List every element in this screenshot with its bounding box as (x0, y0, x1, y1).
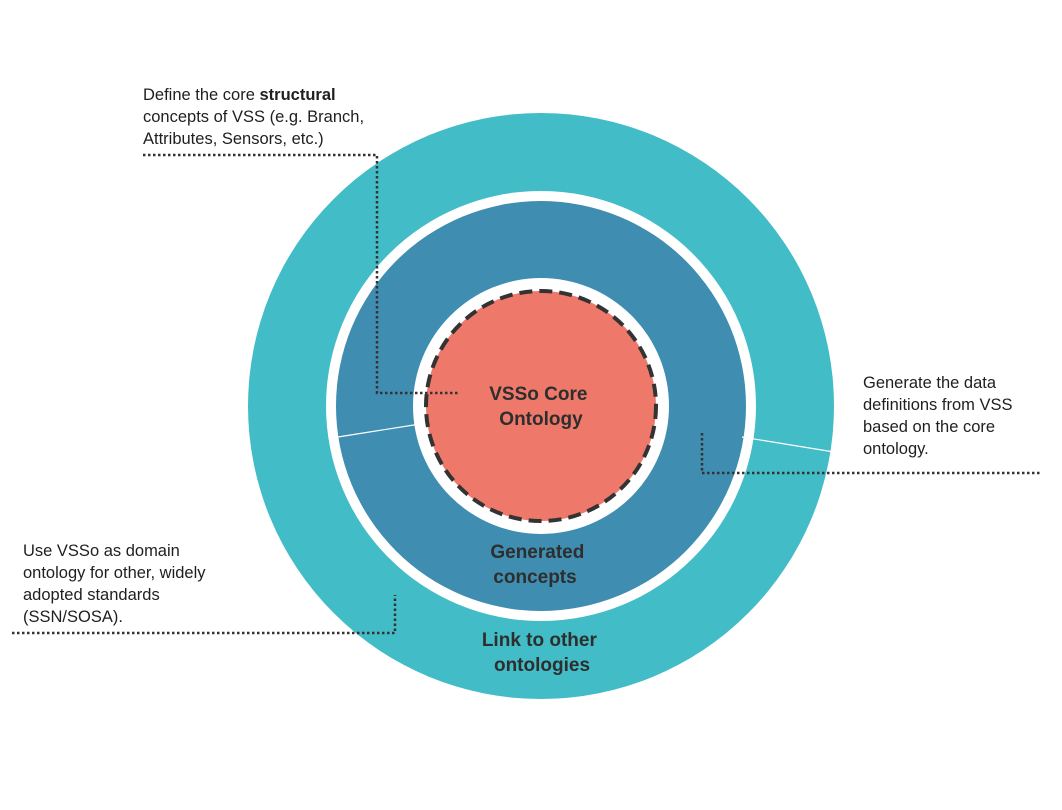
link-to-other-ontologies-label: Link to other ontologies (482, 630, 602, 676)
core-annotation-leader-line (143, 153, 458, 395)
core-annotation-line-1-prefix: Define the core (143, 86, 259, 104)
generated-annotation-line-3: based on the core (863, 418, 995, 436)
core-annotation: Define the core structural concepts of V… (143, 86, 369, 148)
link-annotation-line-4: (SSN/SOSA). (23, 608, 123, 626)
core-annotation-line-2: concepts of VSS (e.g. Branch, (143, 108, 364, 126)
generated-annotation-leader-line (700, 433, 1042, 475)
generated-annotation-line-2: definitions from VSS (863, 396, 1012, 414)
link-annotation-line-3: adopted standards (23, 586, 160, 604)
core-annotation-bold-word: structural (259, 86, 335, 104)
link-label-line-2: ontologies (494, 655, 590, 676)
segment-divider-left (337, 423, 421, 438)
generated-concepts-label: Generated concepts (490, 542, 589, 588)
link-annotation: Use VSSo as domain ontology for other, w… (23, 542, 210, 626)
generated-annotation-line-4: ontology. (863, 440, 929, 458)
generated-label-line-1: Generated (490, 542, 584, 563)
link-annotation-line-1: Use VSSo as domain (23, 542, 180, 560)
generated-annotation: Generate the data definitions from VSS b… (863, 374, 1017, 458)
core-ontology-circle (424, 289, 658, 523)
generated-annotation-line-1: Generate the data (863, 374, 997, 392)
core-annotation-line-3: Attributes, Sensors, etc.) (143, 130, 324, 148)
core-ontology-label: VSSo Core Ontology (489, 384, 592, 430)
link-label-line-1: Link to other (482, 630, 598, 651)
generated-label-line-2: concepts (493, 567, 576, 588)
link-annotation-line-2: ontology for other, widely (23, 564, 206, 582)
segment-divider-right (741, 436, 835, 453)
core-label-line-2: Ontology (499, 409, 583, 430)
core-label-line-1: VSSo Core (489, 384, 587, 405)
